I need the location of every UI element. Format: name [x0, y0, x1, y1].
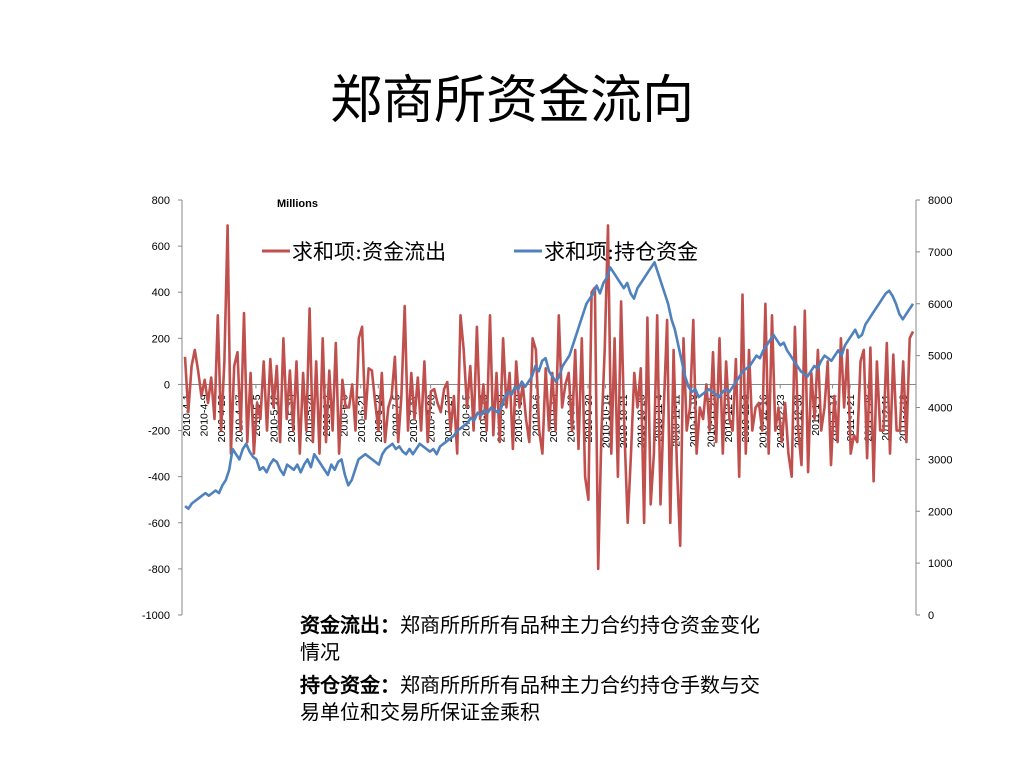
note-outflow: 资金流出：郑商所所所有品种主力合约持仓资金变化情况: [300, 612, 770, 666]
legend-label: 求和项:资金流出: [292, 240, 446, 264]
unit-label: Millions: [277, 198, 318, 210]
x-tick-label: 2010-8-30: [513, 394, 525, 442]
x-tick-label: 2010-9-6: [531, 394, 543, 436]
left-tick-label: -1000: [142, 610, 170, 622]
series-line-holding: [184, 260, 915, 511]
right-tick-label: 2000: [928, 506, 952, 518]
right-tick-label: 0: [928, 610, 934, 622]
right-tick-label: 6000: [928, 299, 952, 311]
left-tick-label: -600: [148, 518, 170, 530]
note-holding-term: 持仓资金：: [300, 673, 400, 697]
dual-axis-line-chart: 8006004002000-200-400-600-800-1000800070…: [142, 195, 953, 622]
slide-title: 郑商所资金流向: [329, 71, 694, 131]
right-tick-label: 4000: [928, 403, 952, 415]
chart-series: [183, 224, 915, 571]
legend-label: 求和项:持仓资金: [544, 240, 698, 264]
right-tick-label: 7000: [928, 247, 952, 259]
left-tick-label: 0: [164, 379, 170, 391]
left-tick-label: 200: [152, 333, 170, 345]
right-tick-label: 1000: [928, 558, 952, 570]
slide-notes: 资金流出：郑商所所所有品种主力合约持仓资金变化情况 持仓资金：郑商所所所有品种主…: [300, 612, 770, 732]
note-outflow-text: 郑商所所所有品种主力合约持仓资金变化情况: [300, 613, 760, 664]
left-tick-label: -800: [148, 564, 170, 576]
right-tick-label: 3000: [928, 454, 952, 466]
left-tick-label: 600: [152, 241, 170, 253]
left-tick-label: -200: [148, 426, 170, 438]
note-holding-text: 郑商所所所有品种主力合约持仓手数与交易单位和交易所保证金乘积: [300, 673, 760, 724]
left-tick-label: 800: [152, 195, 170, 207]
left-tick-label: -400: [148, 472, 170, 484]
note-outflow-term: 资金流出：: [300, 613, 400, 637]
chart-legend: 求和项:资金流出 求和项:持仓资金: [262, 240, 698, 264]
note-holding: 持仓资金：郑商所所所有品种主力合约持仓手数与交易单位和交易所保证金乘积: [300, 672, 770, 726]
series-line-outflow: [183, 224, 915, 571]
right-tick-label: 5000: [928, 351, 952, 363]
left-tick-label: 400: [152, 287, 170, 299]
right-tick-label: 8000: [928, 195, 952, 207]
x-tick-label: 2010-4-9: [198, 394, 210, 436]
